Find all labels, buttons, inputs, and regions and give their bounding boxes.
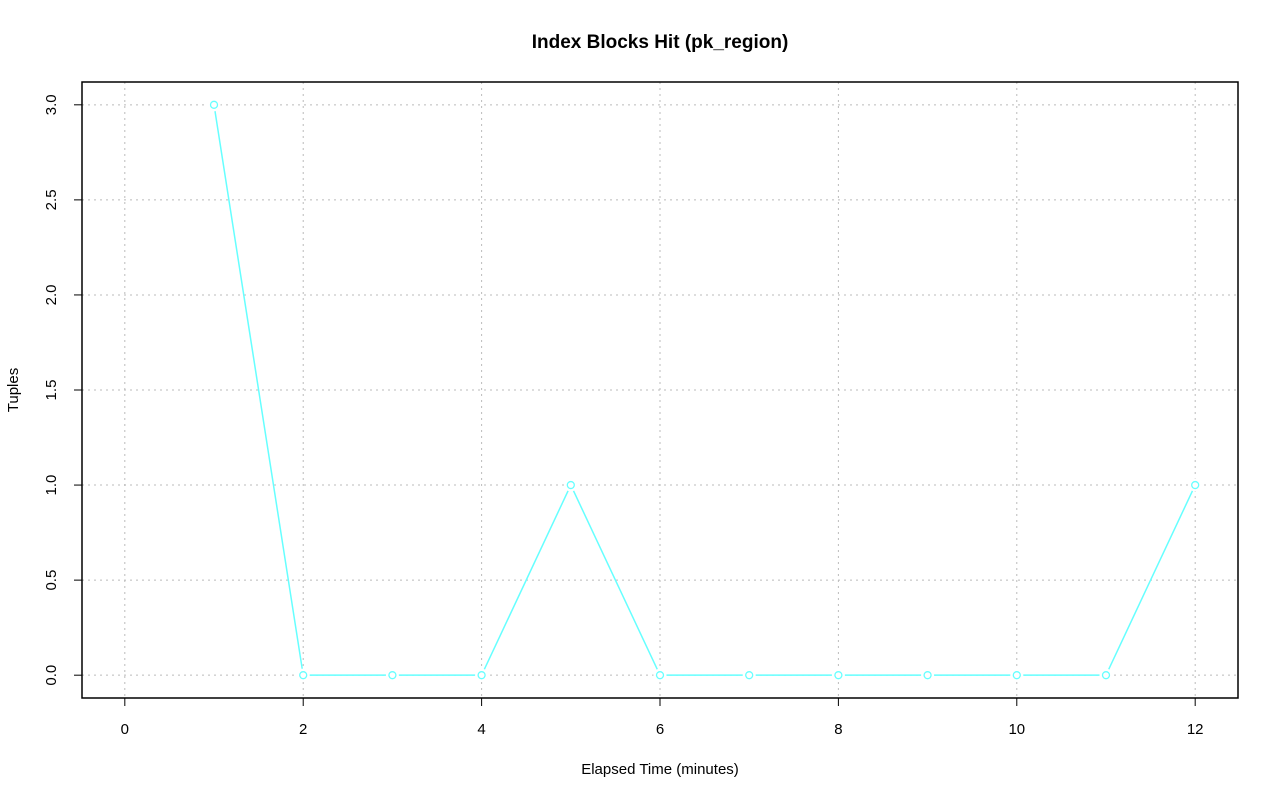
data-point — [296, 668, 310, 682]
y-tick-label: 1.0 — [43, 475, 60, 496]
data-point — [1099, 668, 1113, 682]
x-tick-label: 10 — [1008, 721, 1025, 738]
data-point — [207, 98, 221, 112]
x-tick-label: 6 — [656, 721, 664, 738]
y-axis-label: Tuples — [5, 368, 22, 412]
data-point — [923, 671, 932, 680]
chart-title: Index Blocks Hit (pk_region) — [532, 32, 789, 53]
x-axis-label: Elapsed Time (minutes) — [581, 761, 739, 778]
x-tick-label: 2 — [299, 721, 307, 738]
y-tick-label: 2.5 — [43, 189, 60, 210]
data-point — [385, 668, 399, 682]
data-point — [834, 671, 843, 680]
data-point — [655, 671, 665, 680]
data-point — [921, 668, 935, 682]
x-tick-label: 0 — [121, 721, 129, 738]
data-point — [388, 671, 397, 680]
y-tick-label: 0.5 — [43, 570, 60, 591]
y-tick-label: 3.0 — [43, 94, 60, 115]
data-point — [1010, 668, 1024, 682]
data-point — [653, 668, 667, 682]
data-point — [477, 671, 486, 680]
y-tick-label: 2.0 — [43, 285, 60, 306]
data-point — [831, 668, 845, 682]
x-tick-label: 12 — [1187, 721, 1204, 738]
data-point — [1012, 671, 1021, 680]
y-tick-label: 1.5 — [43, 380, 60, 401]
data-point — [1101, 671, 1111, 680]
x-tick-label: 8 — [834, 721, 842, 738]
data-point — [299, 671, 308, 680]
y-tick-label: 0.0 — [43, 665, 60, 686]
data-point — [1188, 478, 1202, 492]
data-point — [475, 668, 489, 682]
data-point — [745, 671, 754, 680]
data-point — [209, 100, 219, 109]
data-line — [213, 104, 1196, 676]
data-point — [564, 478, 578, 492]
data-point — [1191, 480, 1200, 490]
plot-frame — [81, 81, 1239, 699]
data-point — [566, 480, 575, 490]
data-point — [742, 668, 756, 682]
x-tick-label: 4 — [477, 721, 485, 738]
